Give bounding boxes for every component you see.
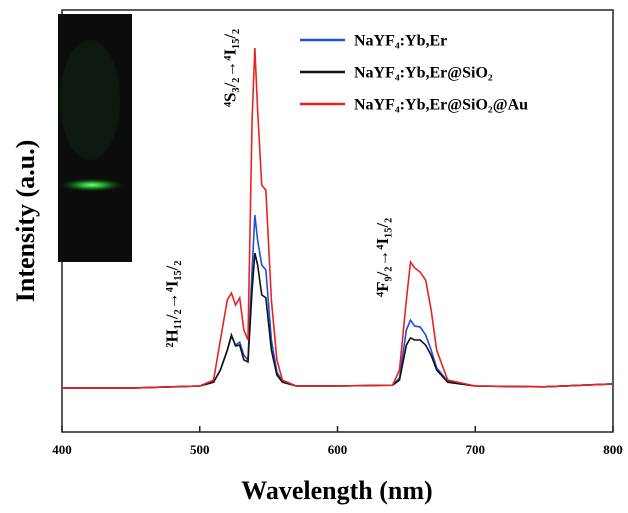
series-line	[62, 215, 614, 389]
series-line	[62, 47, 614, 389]
x-tick-label: 700	[466, 442, 486, 457]
legend-label: NaYF₄:Yb,Er@SiO₂	[354, 65, 493, 82]
x-tick-label: 400	[52, 442, 72, 457]
legend-label: NaYF₄:Yb,Er	[354, 33, 447, 50]
series-line	[62, 252, 614, 389]
inset-photo	[58, 14, 132, 262]
plot-frame	[61, 9, 614, 433]
y-axis-title: Intensity (a.u.)	[11, 140, 40, 303]
x-axis-title: Wavelength (nm)	[241, 476, 432, 505]
peak-annotation: ²H₁₁/₂→⁴I₁₅/₂	[162, 261, 181, 348]
x-tick-label: 600	[328, 442, 348, 457]
legend-label: NaYF₄:Yb,Er@SiO₂@Au	[354, 97, 528, 114]
peak-annotation: ⁴F₉/₂→⁴I₁₅/₂	[373, 218, 392, 297]
x-tick-label: 800	[603, 442, 623, 457]
x-tick-label: 500	[190, 442, 210, 457]
peak-annotation: ⁴S₃/₂→⁴I₁₅/₂	[220, 29, 239, 107]
